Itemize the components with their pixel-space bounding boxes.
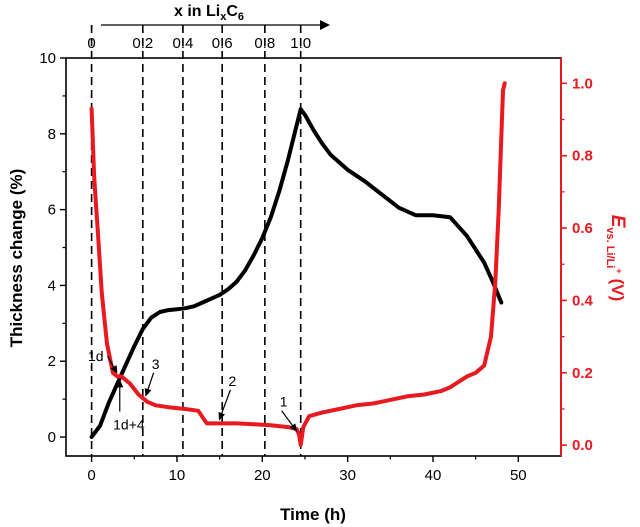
x-tick-label: 20 bbox=[254, 467, 271, 484]
thickness-series-line bbox=[89, 107, 504, 439]
y2-tick-label: 0.8 bbox=[572, 148, 593, 165]
top-axis-tick-label: 0.8 bbox=[254, 35, 275, 52]
annotation-arrow-line bbox=[281, 410, 295, 428]
top-axis-title-sub: x bbox=[220, 11, 227, 23]
y2-axis-title-main: E bbox=[607, 215, 628, 229]
top-axis-title-part: C bbox=[226, 3, 238, 20]
watermark: 知乎 @元能科技许江丽 bbox=[443, 501, 577, 517]
x-tick-label: 50 bbox=[510, 467, 527, 484]
y2-tick-label: 0.0 bbox=[572, 437, 593, 454]
right-axis-line bbox=[560, 58, 562, 456]
top-axis-title-part: x in Li bbox=[174, 3, 220, 20]
y2-tick-label: 1.0 bbox=[572, 75, 593, 92]
y2-axis-title-unit: (V) bbox=[608, 279, 627, 302]
annotation-arrowhead bbox=[144, 388, 152, 397]
annotation-label: 2 bbox=[229, 373, 237, 389]
series-group bbox=[89, 81, 507, 448]
y-axis-title: Thickness change (%) bbox=[7, 169, 26, 348]
top-axis-tick-label: 0.6 bbox=[212, 35, 233, 52]
top-axis-title: x in LixC6 bbox=[174, 3, 244, 23]
annotation-arrow-line bbox=[220, 389, 231, 416]
annotations-group: 1d 1d+4 3 2 1 bbox=[88, 348, 298, 432]
annotation-arrow-line bbox=[146, 372, 155, 392]
x-axis-title: Time (h) bbox=[280, 505, 346, 524]
annotation-label: 3 bbox=[152, 356, 160, 372]
top-axis-tick-label: 0 bbox=[87, 35, 95, 52]
x-tick-label: 40 bbox=[425, 467, 442, 484]
vertical-guides bbox=[90, 25, 302, 456]
annotation-arrowhead bbox=[289, 423, 298, 432]
y-tick-label: 0 bbox=[48, 429, 56, 446]
annotation-label: 1d+4 bbox=[113, 416, 145, 432]
y-tick-label: 2 bbox=[48, 353, 56, 370]
y2-tick-label: 0.4 bbox=[572, 292, 594, 309]
y-tick-label: 6 bbox=[48, 202, 56, 219]
top-axis-tick-label: 0.4 bbox=[172, 35, 193, 52]
y2-axis-title: Evs. Li/Li+ (V) bbox=[604, 215, 628, 302]
annotation-label: 1d bbox=[88, 348, 104, 364]
top-axis-title-sub: 6 bbox=[238, 11, 244, 23]
annotation-arrowhead bbox=[218, 411, 225, 421]
annotation-arrow-line bbox=[107, 355, 116, 369]
y2-tick-label: 0.2 bbox=[572, 365, 593, 382]
top-axis-arrowhead bbox=[320, 20, 330, 30]
y2-tick-label: 0.6 bbox=[572, 220, 593, 237]
y-tick-label: 8 bbox=[48, 126, 56, 143]
x-tick-label: 10 bbox=[169, 467, 186, 484]
annotation-arrowhead bbox=[116, 379, 124, 388]
top-axis-tick-label: 0.2 bbox=[132, 35, 153, 52]
x-tick-label: 30 bbox=[339, 467, 356, 484]
top-axis-tick-label: 1.0 bbox=[290, 35, 311, 52]
axes-group: 0 0.2 0.4 0.6 0.8 1.0 0 10 20 30 40 50 0 2 4 6 8 10 0.0 0.2… bbox=[39, 25, 594, 484]
potential-series-line bbox=[89, 81, 507, 448]
annotation-label: 1 bbox=[280, 394, 288, 410]
y2-axis-title-sub: vs. Li/Li bbox=[604, 227, 616, 268]
y2-axis-title-sup: + bbox=[614, 268, 624, 273]
annotation-arrowhead bbox=[110, 365, 118, 374]
x-tick-label: 0 bbox=[87, 467, 95, 484]
y-tick-label: 4 bbox=[48, 277, 56, 294]
y-tick-label: 10 bbox=[39, 50, 56, 67]
